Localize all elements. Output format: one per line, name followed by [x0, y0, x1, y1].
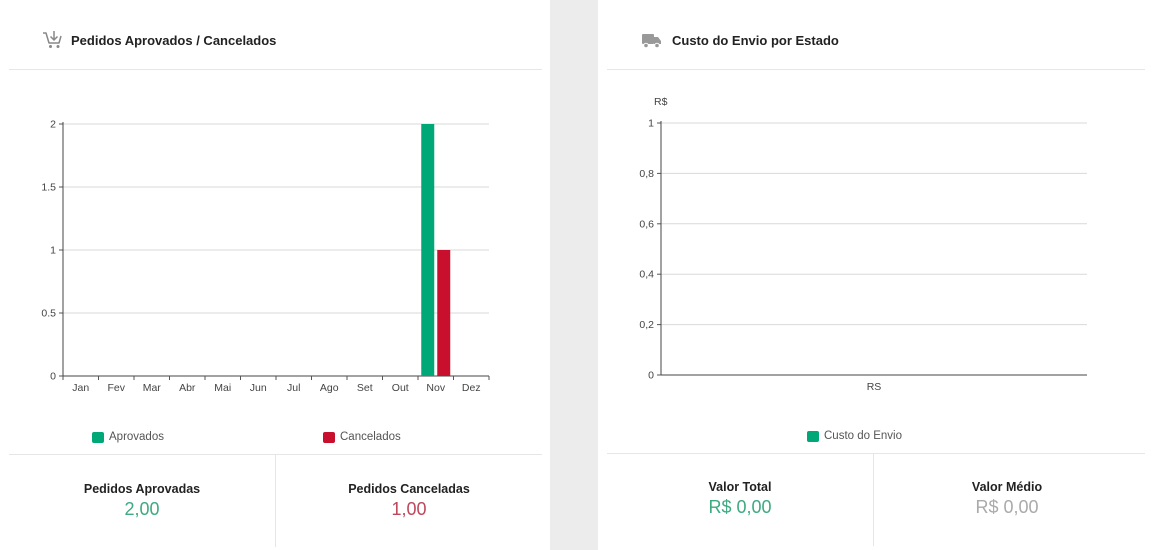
stat-total: Valor Total R$ 0,00	[607, 454, 873, 546]
divider	[9, 69, 542, 70]
bar-cancelados	[437, 250, 451, 376]
y-tick-label: 0,4	[639, 269, 654, 281]
x-tick-label: Abr	[179, 382, 196, 394]
y-tick-label: 0,8	[639, 168, 654, 180]
legend-swatch-cancelados	[323, 431, 335, 443]
stat-cancelled: Pedidos Canceladas 1,00	[276, 455, 542, 547]
y-tick-label: 0.5	[41, 308, 56, 320]
y-tick-label: 1	[50, 245, 56, 257]
y-tick-label: 0	[50, 371, 56, 383]
legend-item-custo-do-envio[interactable]: Custo do Envio	[807, 430, 902, 442]
divider	[873, 454, 874, 546]
stat-label: Valor Médio	[971, 480, 1043, 494]
stat-value: R$ 0,00	[975, 497, 1039, 517]
x-tick-label: Set	[357, 382, 373, 394]
x-tick-label: Ago	[320, 382, 339, 394]
shipping-stats: Valor Total R$ 0,00 Valor Médio R$ 0,00	[607, 453, 1145, 548]
orders-bar-chart: 0 0.5 1 1.5 2 Jan Fev Mar Abr Mai Jun Jul Ago Set Out N…	[41, 119, 490, 394]
y-tick-label: 0	[648, 370, 654, 382]
panel-title: Pedidos Aprovados / Cancelados	[71, 33, 277, 48]
shipping-bar-chart: 0 0,2 0,4 0,6 0,8 1R$ RS	[639, 96, 1087, 393]
legend-item-aprovados[interactable]: Aprovados	[92, 431, 164, 443]
x-tick-label: Jan	[72, 382, 89, 394]
cart-icon	[42, 30, 64, 50]
legend-label: Custo do Envio	[824, 430, 902, 442]
y-tick-label: 1.5	[41, 182, 56, 194]
legend-label: Cancelados	[340, 431, 401, 443]
orders-panel-header: Pedidos Aprovados / Cancelados	[0, 0, 550, 70]
y-tick-label: 2	[50, 119, 56, 131]
stat-label: Pedidos Canceladas	[348, 482, 470, 496]
y-axis-label: R$	[654, 96, 668, 108]
x-tick-label: Nov	[426, 382, 445, 394]
x-tick-label: Fev	[107, 382, 125, 394]
bar-aprovados	[421, 124, 435, 376]
y-tick-label: 1	[648, 118, 654, 130]
orders-panel: Pedidos Aprovados / Cancelados 0 0.5 1 1.5 2…	[0, 0, 550, 550]
stat-value: 1,00	[391, 499, 427, 519]
y-tick-label: 0,2	[639, 319, 654, 331]
panel-title: Custo do Envio por Estado	[672, 33, 839, 48]
stat-value: R$ 0,00	[708, 497, 772, 517]
divider	[275, 455, 276, 547]
stat-label: Pedidos Aprovadas	[83, 482, 201, 496]
orders-stats: Pedidos Aprovadas 2,00 Pedidos Cancelada…	[9, 454, 542, 549]
legend-swatch-custo-do-envio	[807, 430, 819, 442]
stat-value: 2,00	[124, 499, 160, 519]
x-tick-label: Dez	[462, 382, 481, 394]
shipping-panel: Custo do Envio por Estado 0 0,2 0,4 0,6 0,8 1…	[598, 0, 1153, 550]
stat-approved: Pedidos Aprovadas 2,00	[9, 455, 275, 547]
legend-label: Aprovados	[109, 431, 164, 443]
x-tick-label: Jul	[287, 382, 300, 394]
legend-item-cancelados[interactable]: Cancelados	[323, 431, 401, 443]
x-tick-label: Mai	[214, 382, 231, 394]
stat-label: Valor Total	[708, 480, 772, 494]
shipping-panel-header: Custo do Envio por Estado	[598, 0, 1153, 70]
divider	[607, 69, 1145, 70]
stat-average: Valor Médio R$ 0,00	[874, 454, 1140, 546]
y-tick-label: 0,6	[639, 218, 654, 230]
legend-swatch-aprovados	[92, 431, 104, 443]
x-tick-label: RS	[867, 381, 882, 393]
truck-icon	[641, 31, 663, 51]
x-tick-label: Mar	[143, 382, 162, 394]
x-tick-label: Jun	[250, 382, 267, 394]
x-tick-label: Out	[392, 382, 409, 394]
